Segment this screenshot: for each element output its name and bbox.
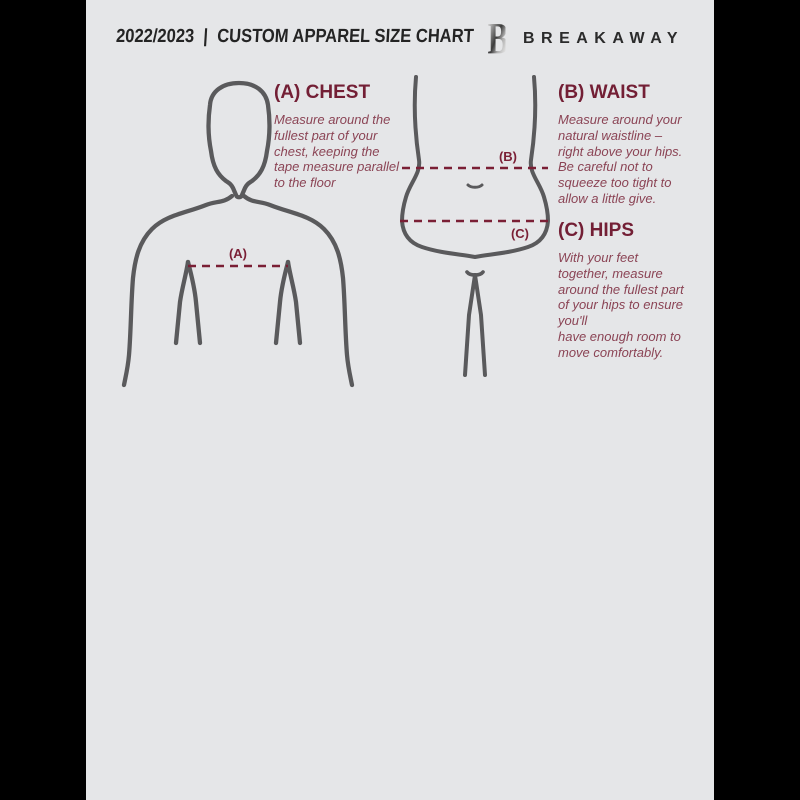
svg-text:(C): (C): [511, 226, 529, 241]
svg-text:(B): (B): [499, 149, 517, 164]
svg-text:(A): (A): [229, 246, 247, 261]
